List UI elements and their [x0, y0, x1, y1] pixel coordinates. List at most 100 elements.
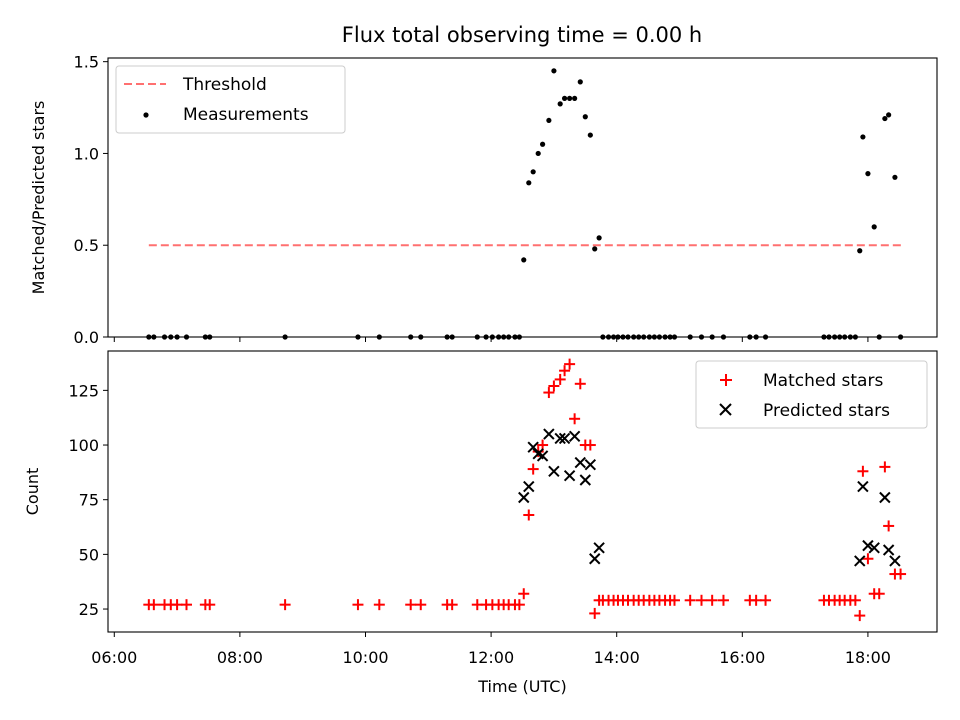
bottom-x-ticks: 06:00 08:00 10:00 12:00 14:00 16:00 18:00 [91, 632, 891, 667]
matched-star-marker [518, 588, 530, 600]
matched-star-marker [204, 599, 216, 611]
predicted-star-marker [882, 544, 895, 556]
top-y-tick-label: 0.5 [74, 236, 99, 255]
measurement-point [871, 224, 877, 230]
top-legend: Threshold Measurements [115, 65, 346, 134]
matched-star-marker [854, 610, 866, 622]
predicted-star-marker [568, 430, 581, 442]
measurement-point [572, 95, 578, 101]
x-tick-label: 10:00 [342, 648, 388, 667]
predicted-star-marker [589, 553, 601, 565]
matched-star-marker [446, 599, 458, 611]
top-x-ticks [113, 337, 869, 342]
matched-star-marker [873, 588, 885, 600]
top-y-ticks: 0.0 0.5 1.0 1.5 [74, 53, 108, 347]
measurement-point [857, 248, 863, 254]
matched-star-marker [760, 594, 772, 606]
predicted-star-marker [879, 491, 891, 504]
measurement-point [567, 95, 573, 101]
matched-star-marker [883, 520, 895, 532]
matched-star-marker [148, 599, 160, 611]
bottom-y-axis-label: Count [23, 468, 42, 516]
x-tick-label: 08:00 [217, 648, 263, 667]
measurement-point [577, 79, 583, 85]
matched-star-marker [849, 594, 861, 606]
predicted-star-marker [868, 542, 880, 554]
measurement-point [582, 114, 588, 120]
measurement-point [546, 117, 552, 124]
measurement-point [530, 169, 536, 175]
matched-star-marker [717, 594, 729, 606]
legend-predicted-swatch [719, 403, 732, 416]
matched-star-marker [695, 594, 707, 606]
matched-star-marker [569, 413, 581, 425]
matched-star-marker [543, 387, 555, 399]
top-y-tick-label: 1.0 [74, 144, 99, 163]
matched-star-marker [352, 599, 364, 611]
matched-star-marker [373, 599, 385, 611]
predicted-star-marker [523, 480, 535, 493]
matched-star-marker [513, 599, 525, 611]
x-tick-label: 16:00 [719, 648, 765, 667]
x-tick-label: 12:00 [468, 648, 514, 667]
matched-star-marker [523, 509, 535, 521]
predicted-star-marker [563, 469, 576, 482]
x-tick-label: 06:00 [91, 648, 137, 667]
chart-title: Flux total observing time = 0.00 h [342, 23, 702, 47]
predicted-star-marker [574, 456, 586, 469]
matched-star-marker [554, 373, 566, 385]
measurement-point [561, 95, 568, 101]
legend-matched-swatch [720, 374, 732, 386]
bottom-subplot: 25 50 75 100 125 06:00 08:00 10:00 12:00 14:00 16… [23, 350, 938, 696]
top-subplot: 0.0 0.5 1.0 1.5 Matched/Predicted stars Thr… [29, 53, 938, 347]
measurement-point [886, 112, 892, 118]
bottom-y-tick-label: 100 [68, 436, 99, 455]
matched-star-marker [862, 553, 874, 565]
measurement-point [539, 141, 546, 147]
matched-star-marker [415, 599, 427, 611]
measurement-point [587, 132, 593, 138]
top-plot-frame [107, 57, 938, 338]
matched-star-marker [879, 461, 891, 473]
predicted-star-marker [584, 459, 597, 471]
matched-star-marker [559, 365, 571, 377]
top-y-tick-label: 0.0 [74, 328, 99, 347]
top-y-axis-label: Matched/Predicted stars [29, 101, 48, 295]
matched-star-marker [527, 463, 539, 475]
bottom-y-tick-label: 75 [79, 491, 99, 510]
x-tick-label: 18:00 [845, 648, 891, 667]
bottom-y-tick-label: 50 [79, 545, 99, 564]
matched-star-marker [857, 465, 869, 477]
predicted-star-marker [527, 441, 539, 453]
matched-star-points [143, 358, 907, 622]
matched-star-marker [584, 439, 596, 451]
predicted-star-marker [854, 555, 866, 567]
matched-star-marker [548, 380, 560, 392]
predicted-star-marker [536, 450, 549, 462]
legend-matched-label: Matched stars [763, 371, 883, 391]
x-tick-label: 14:00 [594, 648, 640, 667]
x-axis-label: Time (UTC) [477, 677, 566, 696]
matched-star-marker [668, 594, 680, 606]
matched-star-marker [279, 599, 291, 611]
measurement-point [526, 180, 532, 186]
matched-star-marker [171, 599, 183, 611]
predicted-star-marker [548, 465, 560, 477]
predicted-star-marker [554, 432, 566, 445]
measurement-point [860, 134, 866, 140]
bottom-legend-box [695, 360, 928, 429]
bottom-plot-frame [107, 350, 938, 633]
measurement-point [521, 257, 527, 263]
measurement-point [557, 101, 563, 107]
predicted-star-marker [593, 542, 605, 554]
matched-star-marker [405, 599, 417, 611]
predicted-star-marker [889, 555, 901, 567]
top-legend-box [115, 65, 346, 134]
measurement-point [535, 150, 541, 157]
bottom-y-ticks: 25 50 75 100 125 [68, 381, 108, 619]
predicted-star-marker [579, 474, 592, 486]
legend-threshold-label: Threshold [182, 75, 267, 95]
measurement-point [551, 68, 557, 74]
predicted-star-marker [862, 539, 874, 552]
